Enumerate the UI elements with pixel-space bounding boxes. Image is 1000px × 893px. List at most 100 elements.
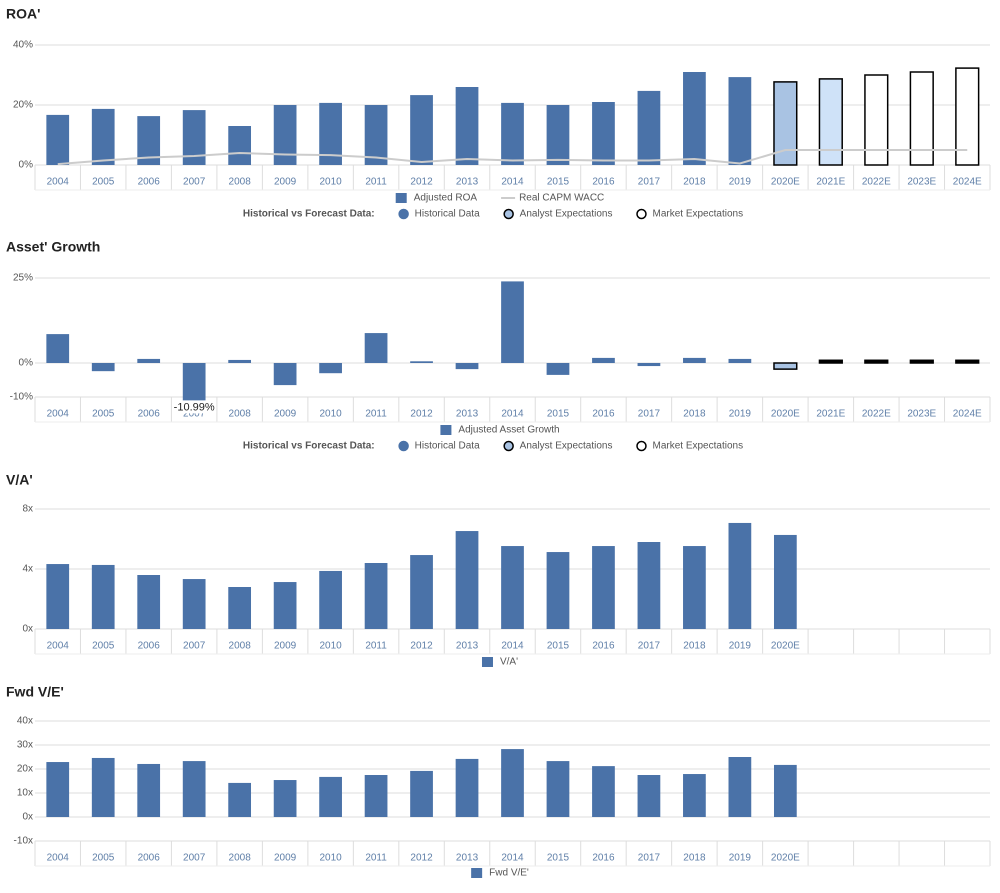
x-tick-label: 2020E	[771, 853, 800, 864]
bar	[91, 564, 115, 629]
bar	[683, 546, 706, 629]
y-tick-label: 25%	[13, 273, 33, 284]
forecast-legend-marker	[398, 208, 409, 220]
y-tick-label: 0x	[22, 624, 33, 635]
x-tick-label: 2005	[92, 641, 115, 652]
x-tick-label: 2005	[92, 177, 115, 188]
legend-label: Fwd V/E'	[489, 868, 529, 879]
bar	[273, 105, 297, 165]
x-tick-label: 2015	[547, 409, 570, 420]
x-tick-label: 2005	[92, 853, 115, 864]
bar	[364, 105, 388, 165]
x-tick-label: 2013	[456, 641, 479, 652]
bar	[91, 108, 115, 165]
bar	[501, 281, 524, 363]
x-tick-label: 2004	[47, 641, 70, 652]
x-tick-label: 2004	[47, 853, 70, 864]
x-tick-label: 2012	[410, 409, 433, 420]
bar	[909, 71, 934, 166]
bar	[909, 359, 934, 364]
forecast-legend-item: Market Expectations	[636, 209, 743, 220]
x-tick-label: 2017	[638, 177, 661, 188]
x-tick-label: 2005	[92, 409, 115, 420]
x-tick-label: 2022E	[862, 409, 891, 420]
bar	[182, 110, 206, 165]
x-tick-label: 2022E	[862, 177, 891, 188]
bar	[773, 81, 798, 166]
legend-swatch	[471, 868, 483, 878]
forecast-legend-text: Historical Data	[415, 441, 480, 452]
legend-label: V/A'	[500, 657, 518, 668]
x-tick-label: 2018	[683, 641, 706, 652]
x-tick-label: 2020E	[771, 641, 800, 652]
bar	[637, 363, 661, 367]
bar	[592, 357, 615, 363]
bar	[319, 570, 342, 629]
x-tick-label: 2023E	[907, 409, 936, 420]
x-tick-label: 2012	[410, 641, 433, 652]
bar	[728, 77, 752, 165]
bar	[728, 522, 752, 629]
x-tick-label: 2019	[729, 409, 752, 420]
x-tick-label: 2015	[547, 641, 570, 652]
x-tick-label: 2006	[138, 177, 161, 188]
data-label-bg	[172, 401, 217, 414]
bar	[818, 78, 843, 166]
bar	[46, 564, 70, 629]
bar	[228, 782, 252, 817]
x-tick-label: 2014	[501, 641, 524, 652]
x-tick-label: 2004	[47, 177, 70, 188]
x-tick-label: 2007	[183, 853, 206, 864]
x-tick-label: 2014	[501, 409, 524, 420]
x-tick-label: 2010	[319, 409, 342, 420]
bar	[228, 359, 252, 363]
x-tick-label: 2011	[365, 853, 387, 864]
bar	[683, 774, 706, 817]
x-tick-label: 2019	[729, 641, 752, 652]
x-tick-label: 2017	[638, 641, 661, 652]
bar	[546, 761, 570, 817]
legend-swatch	[481, 657, 493, 667]
bar	[546, 363, 570, 375]
bar	[364, 775, 388, 817]
y-tick-label: 20%	[13, 100, 33, 111]
bar	[228, 126, 252, 165]
bar	[728, 358, 752, 363]
bar	[137, 358, 161, 363]
x-tick-label: 2018	[683, 177, 706, 188]
x-tick-label: 2009	[274, 177, 297, 188]
bar	[410, 95, 433, 165]
forecast-legend-text: Historical Data	[415, 209, 480, 220]
x-tick-label: 2019	[729, 853, 752, 864]
bar	[683, 357, 706, 363]
bar	[773, 362, 798, 370]
bar	[592, 546, 615, 629]
forecast-legend-item: Market Expectations	[636, 441, 743, 452]
bar	[501, 749, 524, 817]
bar	[410, 555, 433, 629]
x-tick-label: 2014	[501, 853, 524, 864]
x-tick-label: 2010	[319, 853, 342, 864]
bar	[364, 333, 388, 363]
bar	[455, 363, 479, 370]
x-tick-label: 2017	[638, 409, 661, 420]
x-tick-label: 2011	[365, 177, 387, 188]
x-tick-label: 2009	[274, 853, 297, 864]
x-tick-label: 2009	[274, 409, 297, 420]
forecast-legend-text: Market Expectations	[652, 441, 743, 452]
x-tick-label: 2011	[365, 641, 387, 652]
bar	[592, 102, 615, 165]
x-tick-label: 2023E	[907, 177, 936, 188]
forecast-legend-item: Historical Data	[398, 441, 480, 452]
y-tick-label: 30x	[17, 740, 33, 751]
bar	[592, 766, 615, 817]
chart-title: V/A'	[6, 472, 33, 488]
x-tick-label: 2007	[183, 409, 206, 420]
y-tick-label: 40%	[13, 40, 33, 51]
bar	[637, 90, 661, 165]
bar	[182, 761, 206, 817]
x-tick-label: 2020E	[771, 177, 800, 188]
forecast-legend-text: Market Expectations	[652, 209, 743, 220]
